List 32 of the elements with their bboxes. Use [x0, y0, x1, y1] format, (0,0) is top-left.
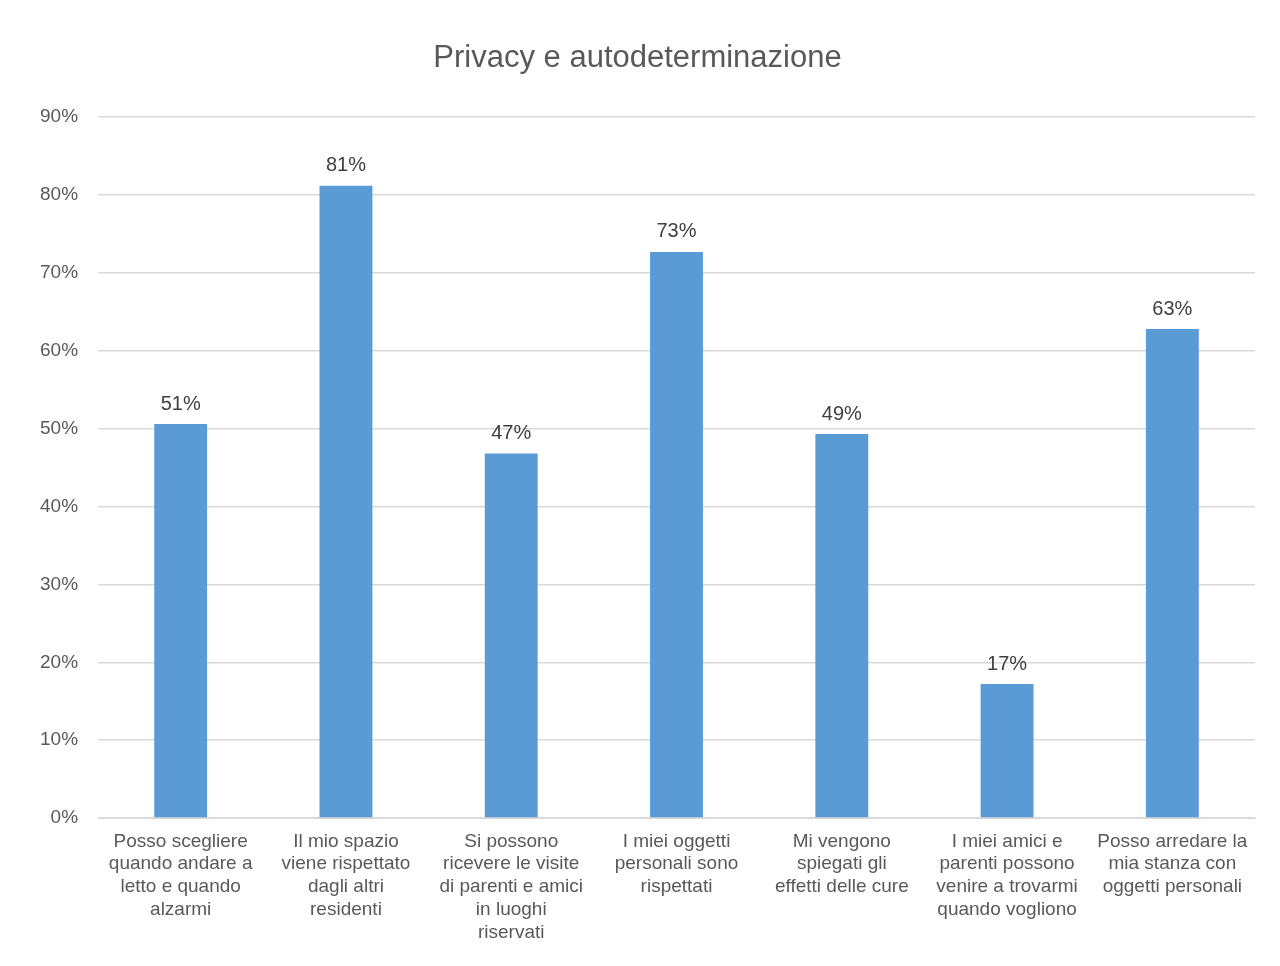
- x-tick-label: Il mio spazio viene rispettato dagli altri residenti: [281, 829, 411, 920]
- x-tick-label: Posso scegliere quando andare a letto e quando alzarmi: [108, 829, 253, 920]
- data-label: 17%: [987, 651, 1028, 674]
- y-tick-label: 30%: [40, 572, 79, 594]
- chart-title: Privacy e autodeterminazione: [433, 39, 842, 75]
- data-label: 81%: [325, 153, 367, 176]
- y-tick-label: 50%: [40, 416, 79, 438]
- bar: [319, 185, 373, 818]
- y-tick-label: 60%: [40, 339, 79, 361]
- y-tick-label: 90%: [40, 105, 79, 127]
- data-label: 47%: [491, 421, 532, 444]
- bar: [650, 251, 703, 818]
- x-tick-label: Mi vengono spiegati gli effetti delle cure: [774, 829, 909, 897]
- bar: [1145, 329, 1199, 818]
- y-tick-label: 80%: [40, 183, 79, 205]
- x-tick-label: Posso arredare la mia stanza con oggetti personali: [1097, 829, 1248, 897]
- x-tick-label: I miei amici e parenti possono venire a trovarmi quando vogliono: [936, 829, 1078, 920]
- y-tick-label: 10%: [40, 728, 79, 750]
- y-tick-label: 40%: [40, 494, 79, 516]
- x-tick-label: Si possono ricevere le visite di parenti e amici in luoghi riservati: [439, 829, 584, 942]
- data-label: 73%: [656, 219, 697, 242]
- x-tick-label: I miei oggetti personali sono rispettati: [614, 829, 739, 897]
- y-tick-label: 20%: [40, 650, 79, 672]
- bar: [815, 434, 869, 818]
- bar: [484, 453, 538, 818]
- data-label: 49%: [821, 401, 863, 424]
- data-label: 63%: [1152, 296, 1193, 319]
- bar: [154, 424, 208, 818]
- y-tick-label: 0%: [50, 806, 79, 828]
- y-tick-label: 70%: [40, 261, 79, 283]
- data-label: 51%: [160, 391, 201, 414]
- bar: [980, 684, 1034, 818]
